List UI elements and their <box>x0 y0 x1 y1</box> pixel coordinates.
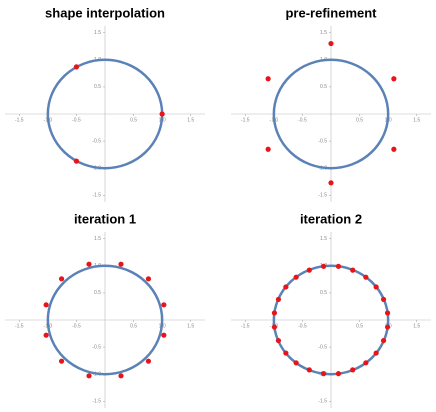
y-tick-label: 1.5 <box>320 30 327 36</box>
point <box>328 180 334 186</box>
y-tick-label: 1.5 <box>320 236 327 242</box>
point <box>118 261 124 267</box>
point <box>43 302 49 308</box>
point <box>58 358 65 364</box>
x-tick-label: -1.5 <box>15 323 24 329</box>
x-tick-label: 1.5 <box>187 323 194 329</box>
y-tick-label: 1.5 <box>94 236 101 242</box>
chart-title: pre-refinement <box>285 5 377 20</box>
x-tick-label: -0.5 <box>298 117 307 123</box>
point <box>161 332 167 338</box>
point <box>145 276 152 282</box>
point <box>159 111 165 117</box>
circle-curve <box>272 58 390 170</box>
point <box>271 310 278 316</box>
x-tick-label: -0.5 <box>72 323 81 329</box>
point <box>283 284 289 290</box>
y-tick-label: -0.5 <box>92 138 101 144</box>
point <box>373 284 379 290</box>
y-tick-label: 0.5 <box>320 84 327 90</box>
y-tick-label: -1.5 <box>92 399 101 405</box>
point <box>86 261 92 267</box>
circle-curve <box>272 264 390 376</box>
x-tick-label: 1.5 <box>413 323 420 329</box>
x-tick-label: -1.5 <box>241 323 250 329</box>
point <box>293 360 299 366</box>
point <box>363 274 369 280</box>
chart-title: shape interpolation <box>45 5 165 20</box>
point <box>43 332 49 338</box>
point <box>320 263 327 269</box>
y-tick-label: 0.5 <box>320 290 327 296</box>
point <box>306 267 312 273</box>
point <box>86 373 92 379</box>
x-tick-label: 1.5 <box>413 117 420 123</box>
point <box>335 371 342 377</box>
point <box>275 337 282 344</box>
x-tick-label: 0.5 <box>356 323 363 329</box>
chart-title: iteration 1 <box>74 211 136 226</box>
y-tick-label: -0.5 <box>318 344 327 350</box>
point <box>380 337 387 344</box>
y-tick-label: -1.5 <box>318 399 327 405</box>
y-tick-label: 0.5 <box>94 290 101 296</box>
point <box>265 146 271 152</box>
x-tick-label: -1.5 <box>15 117 24 123</box>
point <box>391 76 397 82</box>
point <box>384 310 391 316</box>
x-tick-label: 0.5 <box>130 323 137 329</box>
point <box>335 263 342 269</box>
circle-curve <box>46 264 164 376</box>
y-tick-label: -1.5 <box>318 193 327 199</box>
x-tick-label: 0.5 <box>130 117 137 123</box>
point <box>320 371 327 377</box>
point <box>161 302 167 308</box>
point <box>380 296 387 303</box>
point <box>265 76 271 82</box>
y-tick-label: -0.5 <box>92 344 101 350</box>
x-tick-label: 0.5 <box>356 117 363 123</box>
point <box>306 367 312 373</box>
point <box>275 296 282 303</box>
point <box>384 324 391 330</box>
point <box>391 146 397 152</box>
point <box>363 360 369 366</box>
x-tick-label: -0.5 <box>72 117 81 123</box>
point <box>73 64 80 70</box>
point <box>350 267 356 273</box>
point <box>293 274 299 280</box>
y-tick-label: -0.5 <box>318 138 327 144</box>
point <box>350 367 356 373</box>
point <box>58 276 65 282</box>
y-tick-label: 0.5 <box>94 84 101 90</box>
point <box>145 358 152 364</box>
point <box>373 350 379 356</box>
point <box>328 40 334 47</box>
x-tick-label: -0.5 <box>298 323 307 329</box>
y-tick-label: -1.5 <box>92 193 101 199</box>
y-tick-label: 1.5 <box>94 30 101 36</box>
point <box>283 350 289 356</box>
point <box>271 324 278 330</box>
point <box>118 373 124 379</box>
chart-title: iteration 2 <box>300 211 362 226</box>
x-tick-label: 1.5 <box>187 117 194 123</box>
point <box>73 158 80 164</box>
x-tick-label: -1.5 <box>241 117 250 123</box>
